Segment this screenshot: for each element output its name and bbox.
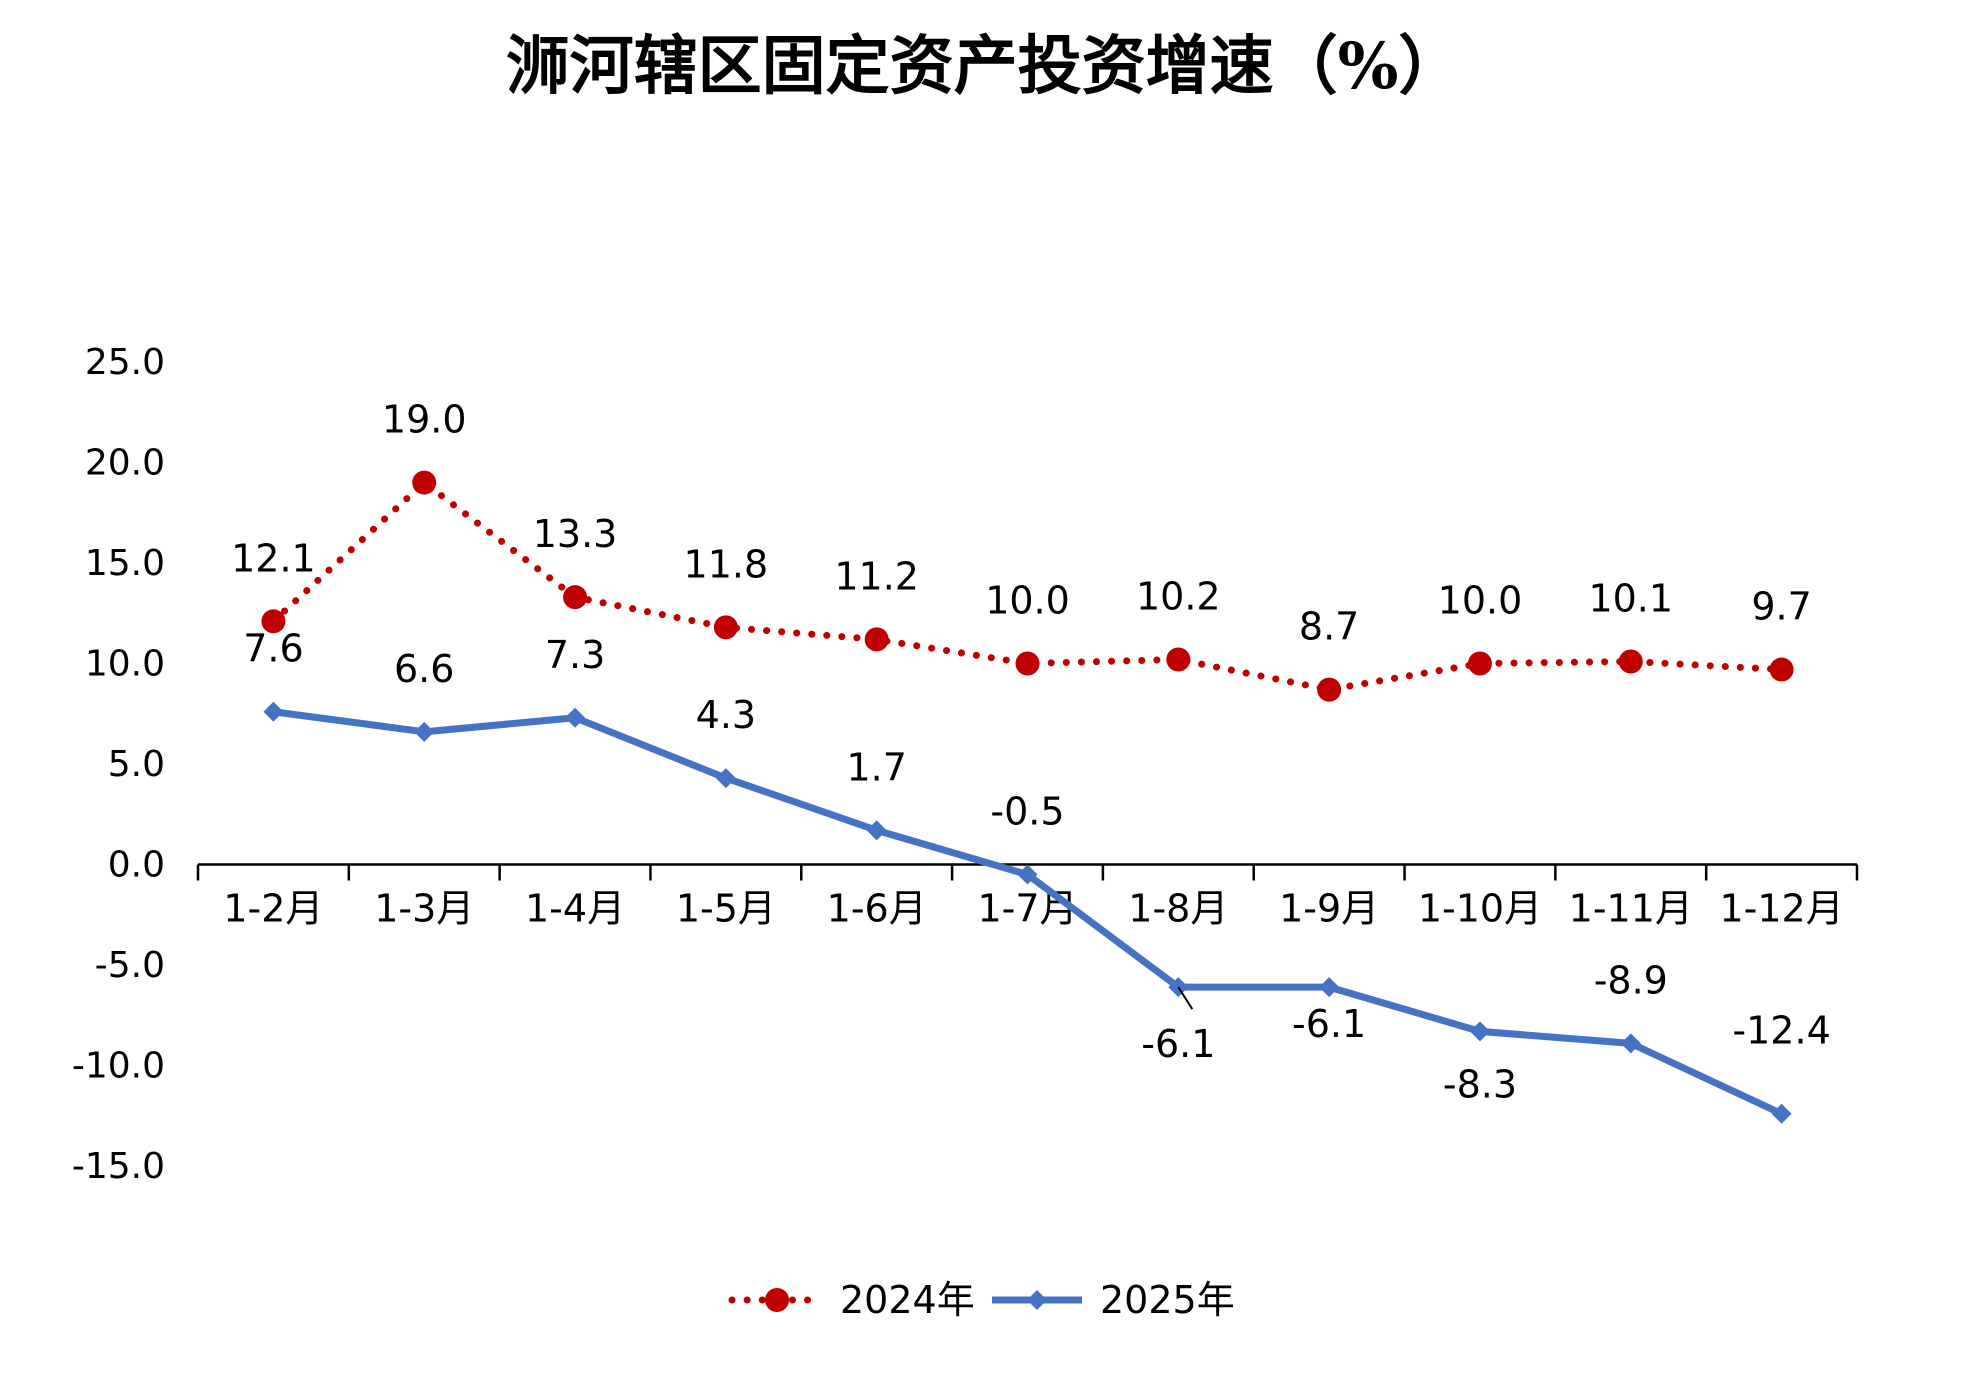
- data-point-2025: [414, 721, 435, 742]
- data-point-2025: [866, 820, 887, 841]
- legend-marker-2025: [1027, 1290, 1047, 1310]
- data-point-2024: [1166, 647, 1191, 672]
- x-tick-label: 1-10月: [1418, 887, 1542, 931]
- y-tick-label: 10.0: [85, 644, 165, 685]
- data-point-2025: [1469, 1021, 1490, 1042]
- data-label-2025: 6.6: [394, 647, 454, 691]
- data-label-2024: 9.7: [1751, 585, 1811, 629]
- data-label-2025: -8.9: [1594, 958, 1668, 1002]
- y-tick-label: -10.0: [72, 1046, 165, 1087]
- data-point-2024: [261, 609, 286, 634]
- data-label-2025: 4.3: [696, 693, 756, 737]
- chart-title: 浉河辖区固定资产投资增速（%）: [506, 29, 1463, 104]
- data-label-2025: 1.7: [846, 745, 906, 789]
- x-tick-label: 1-5月: [676, 887, 776, 931]
- label-leader-line: [1177, 986, 1194, 1010]
- x-tick-label: 1-9月: [1279, 887, 1379, 931]
- data-point-2024: [1618, 649, 1643, 674]
- y-tick-label: 0.0: [108, 845, 165, 886]
- legend: 2024年 2025年: [728, 1278, 1235, 1322]
- data-label-2024: 19.0: [382, 398, 467, 442]
- data-point-2025: [263, 701, 284, 722]
- data-point-2025: [1319, 977, 1340, 998]
- data-labels: 12.1 19.0 13.3 11.8 11.2 10.0 10.2 8.7 10.0 10.1 9…: [231, 398, 1831, 1107]
- data-point-2024: [412, 470, 437, 495]
- x-tick-label: 1-12月: [1719, 887, 1843, 931]
- data-point-2024: [1317, 677, 1342, 702]
- data-label-2025: -8.3: [1443, 1062, 1517, 1106]
- data-point-2024: [864, 627, 889, 652]
- x-tick-label: 1-11月: [1569, 887, 1693, 931]
- data-label-2025: -0.5: [990, 790, 1064, 834]
- x-tick-label: 1-3月: [374, 887, 474, 931]
- data-point-2024: [713, 615, 738, 640]
- x-tick-label: 1-8月: [1128, 887, 1228, 931]
- data-label-2024: 10.0: [1438, 579, 1523, 623]
- data-point-2024: [1467, 651, 1492, 676]
- data-label-2025: 7.6: [243, 627, 303, 671]
- data-point-2025: [1771, 1103, 1792, 1124]
- data-label-2024: 13.3: [533, 512, 618, 556]
- legend-marker-2024: [765, 1288, 789, 1312]
- axes: 25.0 20.0 15.0 10.0 5.0 0.0 -5.0 -10.0 -15.0 1-2月…: [72, 342, 1859, 1187]
- data-label-2025: -6.1: [1292, 1002, 1366, 1046]
- y-tick-label: 20.0: [85, 443, 165, 484]
- data-point-2024: [1769, 657, 1794, 682]
- series-markers: [261, 470, 1794, 1124]
- x-tick-label: 1-2月: [223, 887, 323, 931]
- data-label-2024: 8.7: [1299, 605, 1359, 649]
- y-tick-label: -5.0: [95, 945, 165, 986]
- data-point-2024: [563, 585, 588, 610]
- data-point-2025: [715, 768, 736, 789]
- data-label-2025: -12.4: [1732, 1009, 1830, 1053]
- x-tick-label: 1-6月: [827, 887, 927, 931]
- data-label-2024: 10.0: [985, 579, 1070, 623]
- data-point-2025: [1017, 864, 1038, 885]
- y-tick-label: 5.0: [108, 744, 165, 785]
- y-tick-label: -15.0: [72, 1146, 165, 1187]
- data-point-2025: [1620, 1033, 1641, 1054]
- data-label-2024: 11.8: [684, 542, 769, 586]
- data-point-2025: [565, 707, 586, 728]
- y-tick-label: 25.0: [85, 342, 165, 383]
- data-label-2025: -6.1: [1141, 1022, 1215, 1066]
- x-tick-label: 1-7月: [977, 887, 1077, 931]
- x-tick-label: 1-4月: [525, 887, 625, 931]
- data-point-2024: [1015, 651, 1040, 676]
- data-label-2024: 12.1: [231, 536, 316, 580]
- data-label-2024: 10.2: [1136, 574, 1221, 618]
- data-label-2024: 10.1: [1588, 576, 1673, 620]
- data-label-2025: 7.3: [545, 633, 605, 677]
- legend-label-2024: 2024年: [840, 1278, 975, 1322]
- data-label-2024: 11.2: [834, 554, 919, 598]
- series-line-2024: [269, 479, 1786, 694]
- y-tick-label: 15.0: [85, 543, 165, 584]
- legend-label-2025: 2025年: [1100, 1278, 1235, 1322]
